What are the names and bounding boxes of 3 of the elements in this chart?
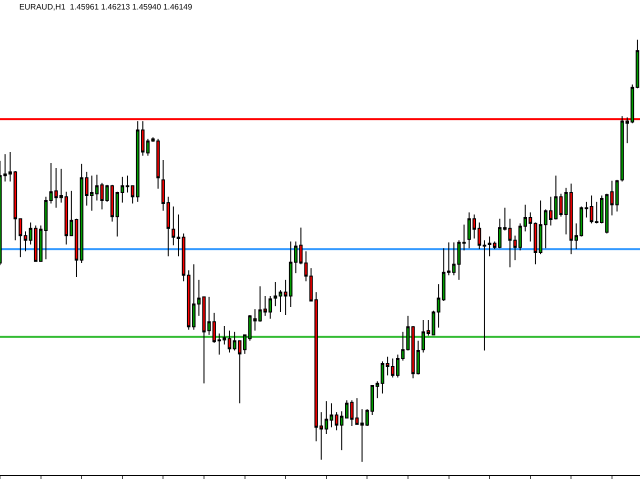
candlestick — [462, 224, 466, 251]
candlestick — [156, 138, 160, 190]
chart-title: EURAUD,H1 1.45961 1.46213 1.45940 1.46149 — [19, 2, 193, 12]
